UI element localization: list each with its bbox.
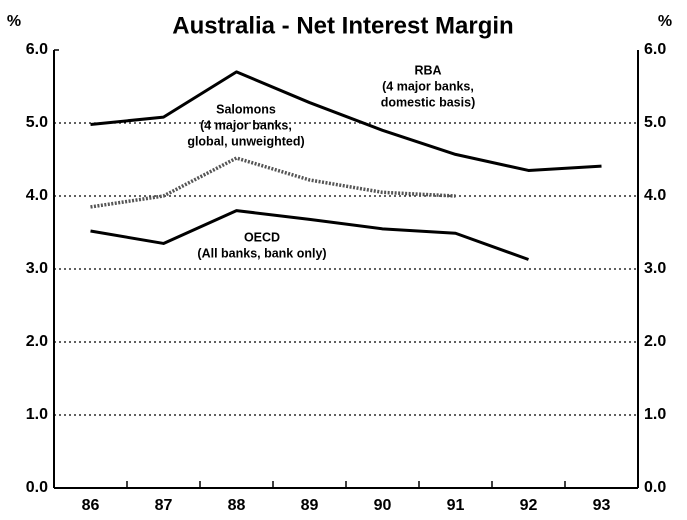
y-tick-label: 4.0	[26, 187, 48, 204]
annotation: domestic basis)	[381, 95, 475, 109]
y2-tick-label: 2.0	[644, 333, 666, 350]
y-tick-label: 2.0	[26, 333, 48, 350]
y-axis-label: %	[7, 13, 21, 30]
series-line	[90, 70, 602, 172]
y-tick-label: 0.0	[26, 479, 48, 496]
y2-tick-label: 3.0	[644, 260, 666, 277]
series-line	[90, 209, 530, 261]
x-tick-label: 90	[374, 497, 392, 514]
y2-tick-label: 4.0	[644, 187, 666, 204]
y2-tick-label: 1.0	[644, 406, 666, 423]
x-tick-label: 91	[447, 497, 465, 514]
annotation: RBA	[414, 63, 441, 77]
annotation: global, unweighted)	[187, 134, 304, 148]
y-tick-label: 5.0	[26, 114, 48, 131]
y2-axis-label: %	[658, 13, 672, 30]
x-tick-label: 88	[228, 497, 246, 514]
y-tick-label: 1.0	[26, 406, 48, 423]
annotation: (All banks, bank only)	[197, 246, 326, 260]
series-line	[90, 156, 456, 209]
x-tick-label: 89	[301, 497, 319, 514]
annotation: Salomons	[216, 102, 276, 116]
y-tick-label: 6.0	[26, 41, 48, 58]
x-tick-label: 92	[520, 497, 538, 514]
y-tick-label: 3.0	[26, 260, 48, 277]
y2-tick-label: 5.0	[644, 114, 666, 131]
annotation: (4 major banks,	[382, 79, 474, 93]
annotation: OECD	[244, 230, 280, 244]
x-tick-label: 86	[82, 497, 100, 514]
annotation: (4 major banks,	[200, 118, 292, 132]
chart-title: Australia - Net Interest Margin	[172, 12, 513, 39]
x-tick-label: 87	[155, 497, 173, 514]
y2-tick-label: 0.0	[644, 479, 666, 496]
x-tick-label: 93	[593, 497, 611, 514]
y2-tick-label: 6.0	[644, 41, 666, 58]
